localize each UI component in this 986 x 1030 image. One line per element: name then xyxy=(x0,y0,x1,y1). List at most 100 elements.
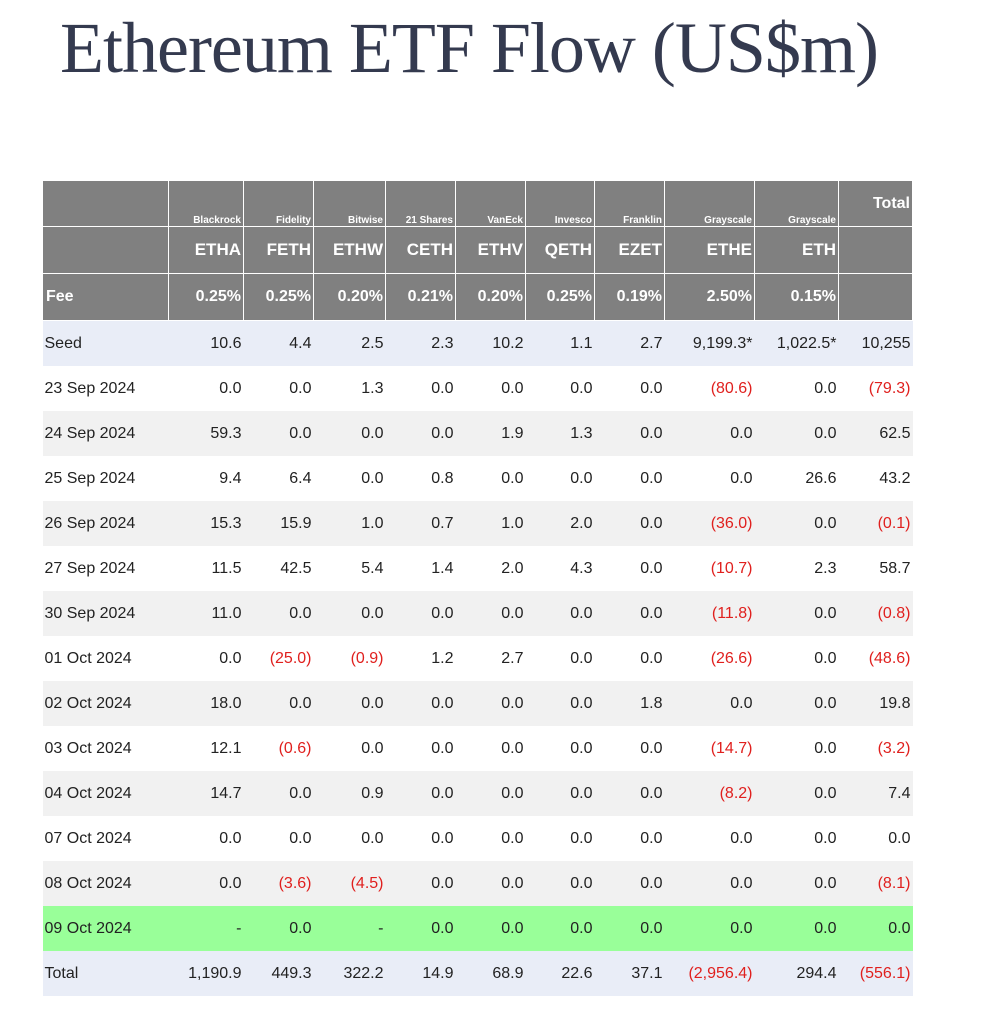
issuer-header: Grayscale xyxy=(754,180,839,227)
flow-value-cell: 0.0 xyxy=(754,366,839,411)
table-row: 25 Sep 2024 9.4 6.4 0.0 0.8 0.0 0.0 0.0 0.0 26.6 4… xyxy=(42,456,913,501)
flow-value-cell: 15.9 xyxy=(243,501,314,546)
ticker-header: FETH xyxy=(243,226,314,274)
flow-value-cell: 2.7 xyxy=(455,636,526,681)
flow-value-cell: 1,190.9 xyxy=(168,951,244,996)
row-label: 08 Oct 2024 xyxy=(42,861,169,906)
issuer-header: Invesco xyxy=(525,180,595,227)
flow-value-cell: 2.7 xyxy=(594,320,665,366)
flow-value-cell: 0.0 xyxy=(243,366,314,411)
flow-value-cell: 0.0 xyxy=(525,456,595,501)
flow-value-cell: 0.0 xyxy=(385,906,456,951)
flow-value-cell: 1.0 xyxy=(455,501,526,546)
table-row: 26 Sep 2024 15.3 15.9 1.0 0.7 1.0 2.0 0.0 (36.0)… xyxy=(42,501,913,546)
flow-value-cell: (0.6) xyxy=(243,726,314,771)
ticker-total-cell xyxy=(838,226,913,274)
fee-cell: 0.25% xyxy=(243,273,314,321)
flow-value-cell: 0.0 xyxy=(385,681,456,726)
row-label: Total xyxy=(42,951,169,996)
flow-value-cell: 0.0 xyxy=(664,816,755,861)
ticker-header: ETH xyxy=(754,226,839,274)
flow-value-cell: 14.7 xyxy=(168,771,244,816)
flow-value-cell: 0.0 xyxy=(313,411,386,456)
total-column-header: Total xyxy=(838,180,913,227)
flow-value-cell: 0.0 xyxy=(594,726,665,771)
ticker-header: ETHW xyxy=(313,226,386,274)
flow-value-cell: 0.0 xyxy=(594,411,665,456)
row-label: 25 Sep 2024 xyxy=(42,456,169,501)
flow-value-cell: 0.0 xyxy=(385,726,456,771)
issuer-header: Franklin xyxy=(594,180,665,227)
table-row: 24 Sep 2024 59.3 0.0 0.0 0.0 1.9 1.3 0.0 0.0 0.0 6… xyxy=(42,411,913,456)
row-total-cell: 19.8 xyxy=(838,681,913,726)
flow-value-cell: 1.4 xyxy=(385,546,456,591)
flow-value-cell: 0.0 xyxy=(243,816,314,861)
etf-flow-table: Blackrock Fidelity Bitwise 21 Shares Van… xyxy=(42,180,913,996)
ticker-header: EZET xyxy=(594,226,665,274)
ticker-header: ETHA xyxy=(168,226,244,274)
row-total-cell: 43.2 xyxy=(838,456,913,501)
flow-value-cell: (25.0) xyxy=(243,636,314,681)
fee-cell: 0.25% xyxy=(168,273,244,321)
flow-value-cell: 0.0 xyxy=(754,906,839,951)
flow-value-cell: 0.0 xyxy=(754,636,839,681)
flow-value-cell: 59.3 xyxy=(168,411,244,456)
flow-value-cell: 1,022.5* xyxy=(754,320,839,366)
ticker-header: ETHE xyxy=(664,226,755,274)
issuer-header: 21 Shares xyxy=(385,180,456,227)
flow-value-cell: 0.9 xyxy=(313,771,386,816)
fee-cell: 0.19% xyxy=(594,273,665,321)
flow-value-cell: 0.0 xyxy=(385,366,456,411)
table-row: 23 Sep 2024 0.0 0.0 1.3 0.0 0.0 0.0 0.0 (80.6) 0.… xyxy=(42,366,913,411)
table-row: 04 Oct 2024 14.7 0.0 0.9 0.0 0.0 0.0 0.0 (8.2) 0.… xyxy=(42,771,913,816)
row-total-cell: (3.2) xyxy=(838,726,913,771)
flow-value-cell: (10.7) xyxy=(664,546,755,591)
issuer-header: VanEck xyxy=(455,180,526,227)
flow-value-cell: 0.0 xyxy=(313,456,386,501)
table-row: 01 Oct 2024 0.0 (25.0) (0.9) 1.2 2.7 0.0 0.0 (26… xyxy=(42,636,913,681)
row-total-cell: (79.3) xyxy=(838,366,913,411)
row-total-cell: 7.4 xyxy=(838,771,913,816)
flow-value-cell: 0.0 xyxy=(455,456,526,501)
table-row: 08 Oct 2024 0.0 (3.6) (4.5) 0.0 0.0 0.0 0.0 0.0 0… xyxy=(42,861,913,906)
flow-value-cell: (14.7) xyxy=(664,726,755,771)
row-label: 09 Oct 2024 xyxy=(42,906,169,951)
flow-value-cell: 2.3 xyxy=(754,546,839,591)
row-total-cell: 10,255 xyxy=(838,320,913,366)
flow-value-cell: 0.0 xyxy=(243,906,314,951)
ticker-header: ETHV xyxy=(455,226,526,274)
flow-value-cell: 0.0 xyxy=(455,771,526,816)
fee-header-row: Fee 0.25% 0.25% 0.20% 0.21% 0.20% 0.25% … xyxy=(42,273,913,321)
flow-value-cell: 0.0 xyxy=(455,591,526,636)
fee-cell: 0.25% xyxy=(525,273,595,321)
flow-value-cell: 2.0 xyxy=(525,501,595,546)
flow-value-cell: 37.1 xyxy=(594,951,665,996)
flow-value-cell: 0.0 xyxy=(525,636,595,681)
flow-value-cell: 26.6 xyxy=(754,456,839,501)
row-label: 03 Oct 2024 xyxy=(42,726,169,771)
flow-value-cell: (2,956.4) xyxy=(664,951,755,996)
flow-value-cell: 0.0 xyxy=(754,501,839,546)
row-label: 27 Sep 2024 xyxy=(42,546,169,591)
row-label: 07 Oct 2024 xyxy=(42,816,169,861)
flow-value-cell: (80.6) xyxy=(664,366,755,411)
flow-value-cell: 294.4 xyxy=(754,951,839,996)
flow-value-cell: 322.2 xyxy=(313,951,386,996)
flow-value-cell: 0.0 xyxy=(313,681,386,726)
flow-value-cell: (11.8) xyxy=(664,591,755,636)
flow-value-cell: 0.0 xyxy=(525,816,595,861)
page-title: Ethereum ETF Flow (US$m) xyxy=(60,8,879,88)
flow-value-cell: 0.0 xyxy=(168,636,244,681)
flow-value-cell: 1.0 xyxy=(313,501,386,546)
flow-value-cell: 0.0 xyxy=(385,816,456,861)
table-row: 03 Oct 2024 12.1 (0.6) 0.0 0.0 0.0 0.0 0.0 (14.7… xyxy=(42,726,913,771)
flow-value-cell: - xyxy=(313,906,386,951)
row-label: 02 Oct 2024 xyxy=(42,681,169,726)
flow-value-cell: 0.0 xyxy=(525,681,595,726)
issuer-header-row: Blackrock Fidelity Bitwise 21 Shares Van… xyxy=(42,180,913,227)
flow-value-cell: 0.0 xyxy=(313,726,386,771)
ticker-header: QETH xyxy=(525,226,595,274)
flow-value-cell: 0.0 xyxy=(594,546,665,591)
flow-value-cell: 0.0 xyxy=(525,726,595,771)
flow-value-cell: 0.0 xyxy=(455,726,526,771)
